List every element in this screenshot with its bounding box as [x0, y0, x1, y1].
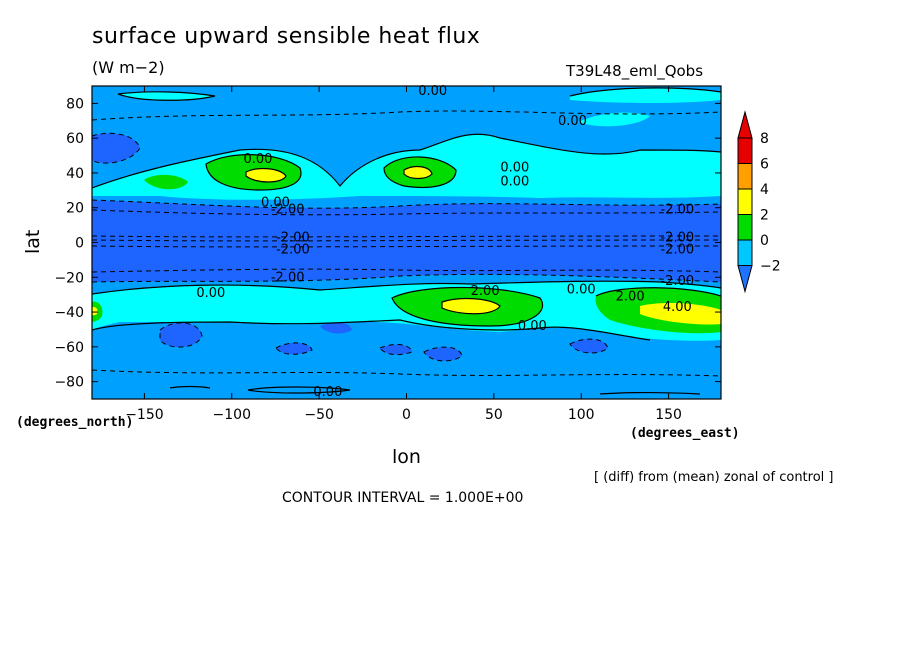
- contour-label: -2.00: [276, 230, 310, 245]
- southern-blob-3: [380, 344, 412, 355]
- colorbar-segment: [737, 214, 753, 241]
- y-axis-units: (degrees_north): [16, 415, 134, 430]
- x-tick-label: 0: [402, 407, 411, 423]
- y-tick-label: 60: [66, 131, 84, 147]
- tropical-negative-band: [92, 200, 721, 282]
- nh-pacific-green: [144, 174, 188, 190]
- solid-contours: [92, 87, 721, 395]
- arctic-patch-east: [570, 87, 721, 103]
- x-tick-label: −100: [213, 407, 251, 423]
- contour-label: 2.00: [616, 289, 645, 304]
- contour-label: 0.00: [558, 114, 587, 129]
- contour-label: 0.00: [418, 84, 447, 99]
- sh-west-yellow: [92, 306, 98, 316]
- colorbar: 8 6 4 2 0 −2: [737, 110, 781, 294]
- contour-label: 0.00: [313, 385, 342, 400]
- y-tick-label: 80: [66, 96, 84, 112]
- arctic-patch-mid: [578, 112, 650, 127]
- x-tick-label: 100: [568, 407, 595, 423]
- contour-label: -2.00: [276, 242, 310, 257]
- colorbar-label: 8: [760, 131, 769, 147]
- southern-blob-5: [570, 339, 608, 353]
- y-tick-label: −80: [54, 375, 84, 391]
- y-tick-label: 0: [75, 236, 84, 252]
- run-name: T39L48_eml_Qobs: [566, 62, 704, 80]
- axes: −150 −100 −50 0 50 100 150 80 60 40 20 0 −20 −40 −60 −8…: [54, 86, 721, 423]
- y-tick-label: 40: [66, 166, 84, 182]
- contour-label: -2.00: [271, 202, 305, 217]
- contour-label: -2.00: [660, 230, 694, 245]
- southern-blob-4: [424, 347, 462, 361]
- contour-label: 0.00: [500, 175, 529, 190]
- contour-field: [92, 86, 721, 399]
- y-tick-label: 20: [66, 201, 84, 217]
- x-tick-label: −50: [304, 407, 334, 423]
- nh-atlantic-yellow: [246, 168, 286, 182]
- contour-label: 0.00: [196, 286, 225, 301]
- dashed-contours: [92, 110, 721, 377]
- colorbar-segment: [737, 163, 753, 190]
- y-tick-label: −60: [54, 340, 84, 356]
- southern-blob-1: [160, 322, 202, 348]
- contour-interval: CONTOUR INTERVAL = 1.000E+00: [282, 490, 524, 506]
- colorbar-label: 2: [760, 208, 769, 224]
- contour-labels: 0.000.000.000.000.000.00-2.00 -2.00-2.00-…: [196, 84, 694, 400]
- x-tick-label: 150: [655, 407, 682, 423]
- contour-label: 0.00: [500, 161, 529, 176]
- northwest-cool-blob: [92, 133, 140, 164]
- y-tick-label: −40: [54, 305, 84, 321]
- contour-label: -2.00: [271, 270, 305, 285]
- contour-label: 0.00: [261, 196, 290, 211]
- chart-title: surface upward sensible heat flux: [92, 24, 481, 49]
- sh-australia-yellow: [640, 303, 721, 325]
- contour-label: 0.00: [567, 282, 596, 297]
- contour-label: -2.00: [660, 274, 694, 289]
- sh-africa-yellow: [442, 298, 500, 314]
- colorbar-segment: [737, 137, 753, 164]
- nh-europe-yellow: [404, 166, 432, 179]
- southern-blob-6: [320, 322, 352, 334]
- diff-note: [ (diff) from (mean) zonal of control ]: [594, 470, 834, 485]
- southern-blob-2: [276, 342, 312, 355]
- x-axis-units: (degrees_east): [630, 426, 740, 441]
- arctic-patch-west: [118, 91, 215, 101]
- colorbar-label: 6: [760, 157, 769, 173]
- x-tick-label: 50: [485, 407, 503, 423]
- contour-label: 0.00: [518, 319, 547, 334]
- contour-label: -2.00: [660, 242, 694, 257]
- contour-label: 2.00: [471, 284, 500, 299]
- contour-label: 4.00: [663, 300, 692, 315]
- contour-label: 0.00: [244, 152, 273, 167]
- y-tick-label: −20: [54, 270, 84, 286]
- x-axis-label: lon: [392, 446, 421, 468]
- colorbar-segment: [737, 239, 753, 266]
- colorbar-label: −2: [760, 259, 781, 275]
- colorbar-label: 4: [760, 182, 769, 198]
- colorbar-label: 0: [760, 233, 769, 249]
- x-tick-label: −150: [125, 407, 163, 423]
- colorbar-top-arrow: [737, 110, 753, 139]
- colorbar-bottom-arrow: [737, 265, 753, 294]
- colorbar-segment: [737, 188, 753, 215]
- chart-units: (W m−2): [92, 58, 165, 77]
- contour-label: -2.00: [660, 202, 694, 217]
- y-axis-label: lat: [22, 229, 44, 254]
